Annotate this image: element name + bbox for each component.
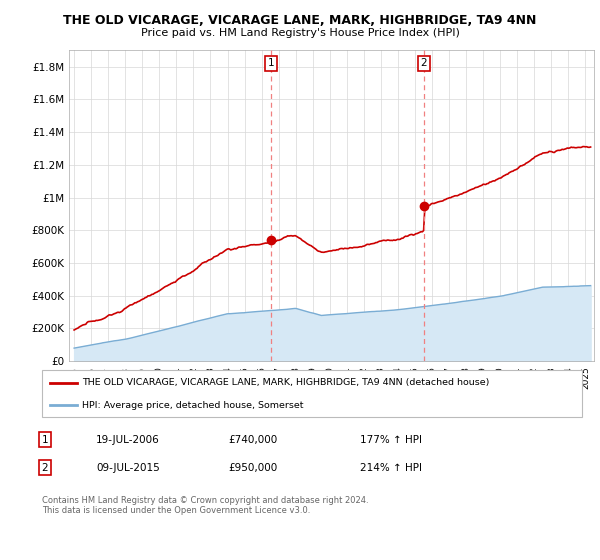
FancyBboxPatch shape [42,370,582,417]
Text: HPI: Average price, detached house, Somerset: HPI: Average price, detached house, Some… [83,401,304,410]
Text: 214% ↑ HPI: 214% ↑ HPI [360,463,422,473]
Text: 1: 1 [41,435,49,445]
Text: 09-JUL-2015: 09-JUL-2015 [96,463,160,473]
Text: 2: 2 [41,463,49,473]
Text: Contains HM Land Registry data © Crown copyright and database right 2024.
This d: Contains HM Land Registry data © Crown c… [42,496,368,515]
Text: THE OLD VICARAGE, VICARAGE LANE, MARK, HIGHBRIDGE, TA9 4NN: THE OLD VICARAGE, VICARAGE LANE, MARK, H… [64,14,536,27]
Text: THE OLD VICARAGE, VICARAGE LANE, MARK, HIGHBRIDGE, TA9 4NN (detached house): THE OLD VICARAGE, VICARAGE LANE, MARK, H… [83,379,490,388]
Text: 1: 1 [268,58,274,68]
Text: £740,000: £740,000 [228,435,277,445]
Text: Price paid vs. HM Land Registry's House Price Index (HPI): Price paid vs. HM Land Registry's House … [140,28,460,38]
Text: 177% ↑ HPI: 177% ↑ HPI [360,435,422,445]
Text: 2: 2 [421,58,427,68]
Text: £950,000: £950,000 [228,463,277,473]
Text: 19-JUL-2006: 19-JUL-2006 [96,435,160,445]
